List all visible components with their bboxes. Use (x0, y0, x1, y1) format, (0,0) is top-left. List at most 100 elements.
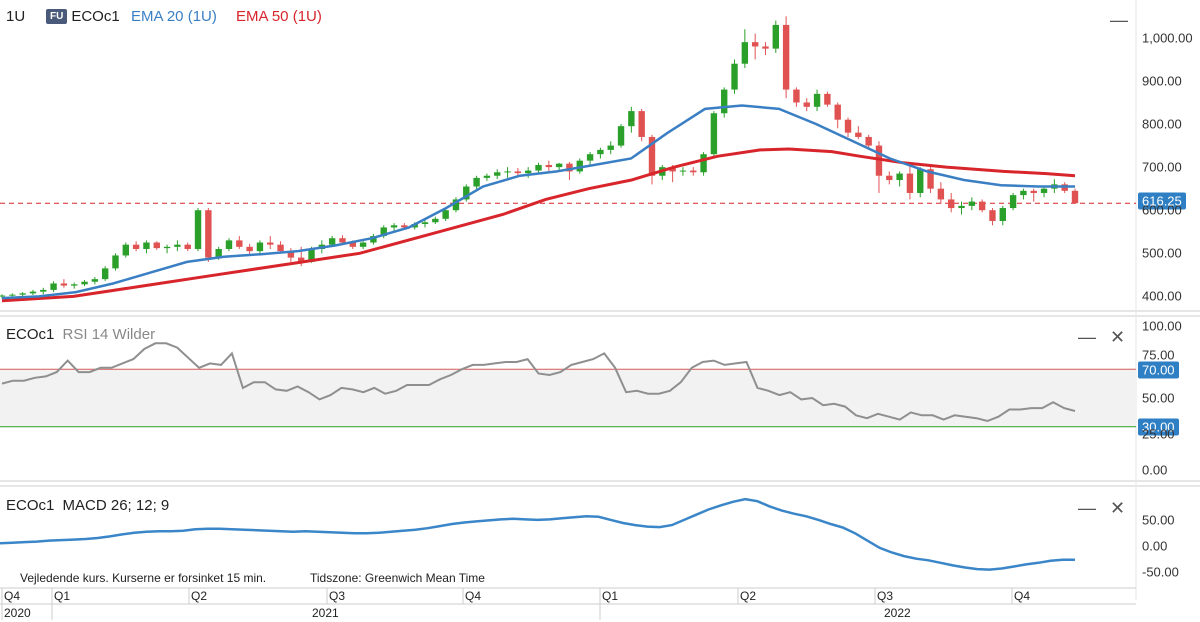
ema20-legend[interactable]: EMA 20 (1U) (131, 8, 217, 25)
candle-body (101, 268, 109, 280)
price-y-tick-label: 500.00 (1142, 245, 1182, 261)
price-y-tick-label: 400.00 (1142, 288, 1182, 304)
candle-body (896, 173, 903, 181)
candle-body (256, 242, 264, 252)
candle-body (401, 225, 408, 228)
candle-body (359, 242, 367, 247)
candle-body (143, 242, 150, 249)
candle-body (112, 255, 119, 269)
candle-body (690, 170, 697, 173)
candle-body (328, 238, 336, 245)
candle-body (349, 242, 356, 247)
candle-body (1071, 190, 1079, 204)
candle-body (9, 294, 16, 296)
candle-body (473, 177, 480, 187)
rsi-minimize-button[interactable]: — (1078, 327, 1096, 347)
candle-body (370, 236, 377, 243)
price-y-tick-label: 1,000.00 (1142, 30, 1193, 46)
candles-group (0, 16, 1079, 299)
candle-body (432, 218, 439, 223)
candle-body (803, 102, 810, 107)
price-y-tick-label: 700.00 (1142, 159, 1182, 175)
candle-body (782, 24, 790, 90)
candle-body (60, 283, 68, 286)
year-label[interactable]: 2022 (884, 606, 911, 620)
candle-body (648, 136, 656, 176)
candle-body (937, 188, 945, 200)
candle-body (1040, 188, 1048, 193)
symbol-header: FU ECOc1 (46, 8, 120, 25)
candle-body (122, 244, 130, 256)
macd-y-tick-label: 50.00 (1142, 512, 1175, 528)
candle-body (494, 172, 501, 176)
candle-body (638, 111, 645, 137)
candle-body (566, 163, 573, 172)
rsi-y-tick-label: 25.00 (1142, 426, 1175, 442)
candle-body (607, 145, 614, 150)
rsi-y-tick-label: 50.00 (1142, 390, 1175, 406)
year-label[interactable]: 2020 (4, 606, 31, 620)
rsi-y-tick-label: 0.00 (1142, 462, 1168, 478)
candle-body (813, 93, 821, 107)
ema20-line (1, 104, 1075, 300)
candle-body (834, 104, 841, 120)
rsi-upper-band-tag: 70.00 (1138, 361, 1179, 379)
macd-symbol[interactable]: ECOc1 (6, 497, 55, 514)
candle-body (308, 248, 315, 262)
macd-minimize-button[interactable]: — (1078, 498, 1096, 518)
candle-body (844, 119, 852, 133)
candle-body (741, 42, 749, 64)
year-label[interactable]: 2021 (312, 606, 339, 620)
ema50-legend[interactable]: EMA 50 (1U) (236, 8, 322, 25)
candle-body (906, 173, 914, 193)
candle-body (968, 201, 976, 206)
candle-body (886, 175, 893, 181)
quarter-label[interactable]: Q3 (877, 589, 894, 603)
quarter-label[interactable]: Q4 (465, 589, 482, 603)
quarter-label[interactable]: Q4 (1014, 589, 1031, 603)
rsi-header: ECOc1 RSI 14 Wilder (6, 326, 155, 343)
price-panel-minimize-button[interactable]: — (1110, 10, 1128, 30)
symbol-label[interactable]: ECOc1 (71, 8, 120, 25)
quarter-label[interactable]: Q2 (191, 589, 208, 603)
quarter-label[interactable]: Q1 (602, 589, 619, 603)
price-y-tick-label: 600.00 (1142, 202, 1182, 218)
candle-body (504, 171, 511, 173)
candle-body (19, 293, 26, 295)
candle-body (617, 126, 625, 146)
candle-body (81, 281, 88, 285)
ema50-line (1, 147, 1076, 303)
candle-body (751, 42, 759, 47)
last-price-tag: 616.25 (1138, 192, 1186, 210)
rsi-symbol[interactable]: ECOc1 (6, 326, 55, 343)
candle-body (246, 246, 253, 252)
candle-body (700, 154, 707, 173)
candle-body (710, 113, 718, 155)
candle-body (586, 154, 594, 161)
candle-body (772, 24, 779, 49)
candle-body (215, 248, 222, 258)
macd-close-button[interactable]: ✕ (1110, 498, 1126, 518)
candle-body (1009, 195, 1017, 209)
candle-body (277, 244, 284, 252)
candle-body (184, 244, 191, 249)
quarter-label[interactable]: Q4 (4, 589, 21, 603)
candle-body (298, 257, 305, 262)
candle-body (1020, 190, 1027, 196)
interval-label[interactable]: 1U (6, 8, 26, 25)
rsi-close-button[interactable]: ✕ (1110, 327, 1126, 347)
candle-body (927, 169, 934, 189)
price-y-tick-label: 900.00 (1142, 73, 1182, 89)
quarter-label[interactable]: Q2 (740, 589, 757, 603)
quarter-label[interactable]: Q3 (329, 589, 346, 603)
candle-body (29, 291, 37, 294)
candle-body (390, 225, 398, 228)
candle-body (267, 242, 274, 245)
quarter-label[interactable]: Q1 (54, 589, 71, 603)
macd-title[interactable]: MACD 26; 12; 9 (62, 497, 170, 514)
candle-body (71, 284, 78, 286)
rsi-title[interactable]: RSI 14 Wilder (62, 326, 156, 343)
candle-body (947, 199, 955, 209)
